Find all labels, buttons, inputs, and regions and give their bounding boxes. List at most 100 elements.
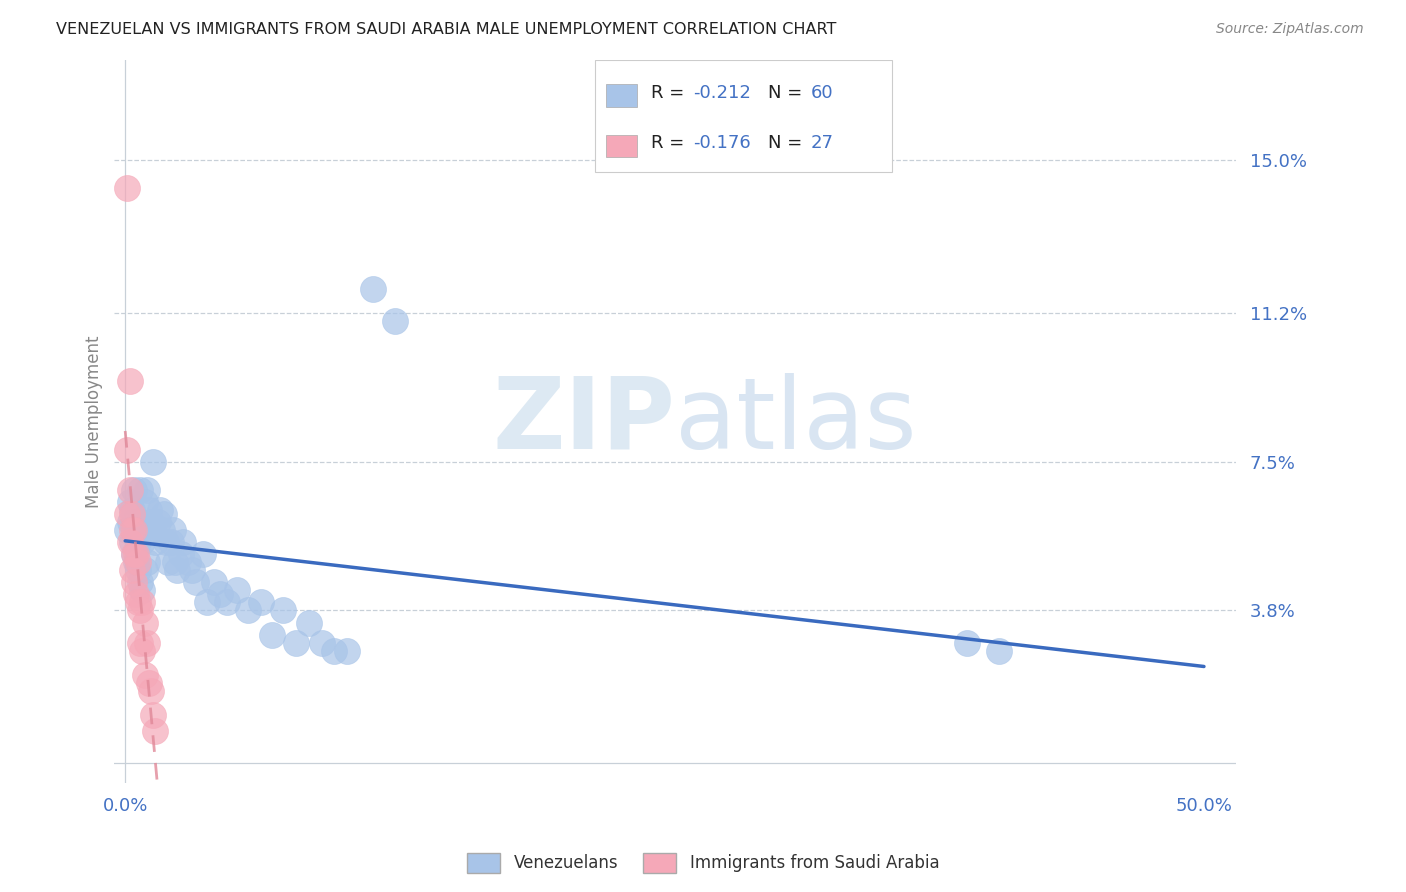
Point [121, 507, 143, 521]
Point [363, 282, 385, 296]
Point [172, 535, 194, 549]
Point [131, 583, 153, 598]
Point [191, 547, 214, 561]
Point [125, 523, 148, 537]
Point [166, 563, 188, 577]
Text: N =: N = [769, 84, 808, 102]
Point [122, 547, 145, 561]
Bar [606, 85, 637, 107]
Point [122, 547, 145, 561]
Point [127, 535, 149, 549]
Point [125, 587, 148, 601]
Point [134, 495, 156, 509]
Text: R =: R = [651, 134, 690, 153]
Point [122, 483, 145, 497]
Point [336, 643, 359, 657]
Point [127, 595, 149, 609]
Point [131, 535, 153, 549]
Point [145, 535, 167, 549]
Point [142, 523, 165, 537]
Point [195, 595, 218, 609]
Text: 60: 60 [811, 84, 834, 102]
Point [155, 535, 177, 549]
Point [209, 587, 232, 601]
Text: -0.176: -0.176 [693, 134, 751, 153]
Point [134, 563, 156, 577]
Point [260, 627, 283, 641]
Point [129, 575, 152, 590]
Point [121, 503, 143, 517]
Point [129, 635, 152, 649]
Text: VENEZUELAN VS IMMIGRANTS FROM SAUDI ARABIA MALE UNEMPLOYMENT CORRELATION CHART: VENEZUELAN VS IMMIGRANTS FROM SAUDI ARAB… [56, 22, 837, 37]
Text: R =: R = [651, 84, 690, 102]
Point [118, 515, 141, 529]
Point [271, 603, 294, 617]
Point [121, 563, 143, 577]
Point [202, 575, 225, 590]
Point [150, 523, 173, 537]
Point [157, 555, 180, 569]
Y-axis label: Male Unemployment: Male Unemployment [86, 335, 103, 508]
Point [139, 684, 162, 698]
Point [162, 523, 184, 537]
Point [134, 615, 156, 630]
Point [118, 483, 141, 497]
Text: 27: 27 [811, 134, 834, 153]
Text: -0.212: -0.212 [693, 84, 751, 102]
Point [129, 515, 152, 529]
Point [138, 676, 160, 690]
Point [125, 547, 148, 561]
Point [127, 555, 149, 569]
Point [159, 535, 181, 549]
Point [177, 555, 200, 569]
Text: ZIP: ZIP [492, 373, 675, 470]
Point [384, 314, 406, 328]
Point [135, 635, 157, 649]
Point [121, 523, 143, 537]
Point [238, 603, 260, 617]
Point [122, 523, 145, 537]
Point [153, 507, 176, 521]
Point [118, 374, 141, 388]
Point [139, 515, 162, 529]
Point [121, 535, 143, 549]
Point [118, 535, 141, 549]
Point [170, 547, 193, 561]
Point [134, 668, 156, 682]
Point [129, 483, 152, 497]
Point [284, 635, 307, 649]
Point [956, 635, 979, 649]
Point [117, 181, 139, 195]
Point [135, 483, 157, 497]
Point [146, 515, 169, 529]
Point [117, 507, 139, 521]
Point [250, 595, 273, 609]
Point [323, 643, 346, 657]
Point [117, 442, 139, 457]
Point [127, 563, 149, 577]
Text: N =: N = [769, 134, 808, 153]
Point [215, 595, 238, 609]
Text: atlas: atlas [675, 373, 917, 470]
Point [186, 575, 208, 590]
Point [117, 523, 139, 537]
Point [122, 515, 145, 529]
Point [297, 615, 319, 630]
Point [122, 575, 145, 590]
Point [142, 455, 165, 469]
Point [125, 555, 148, 569]
FancyBboxPatch shape [595, 60, 891, 172]
Point [135, 555, 157, 569]
Point [226, 583, 249, 598]
Point [311, 635, 333, 649]
Point [145, 724, 167, 739]
Point [142, 708, 165, 723]
Point [149, 503, 172, 517]
Point [181, 563, 204, 577]
Text: Source: ZipAtlas.com: Source: ZipAtlas.com [1216, 22, 1364, 37]
Bar [606, 135, 637, 157]
Legend: Venezuelans, Immigrants from Saudi Arabia: Venezuelans, Immigrants from Saudi Arabi… [460, 847, 946, 880]
Point [129, 603, 152, 617]
Point [988, 643, 1011, 657]
Point [118, 495, 141, 509]
